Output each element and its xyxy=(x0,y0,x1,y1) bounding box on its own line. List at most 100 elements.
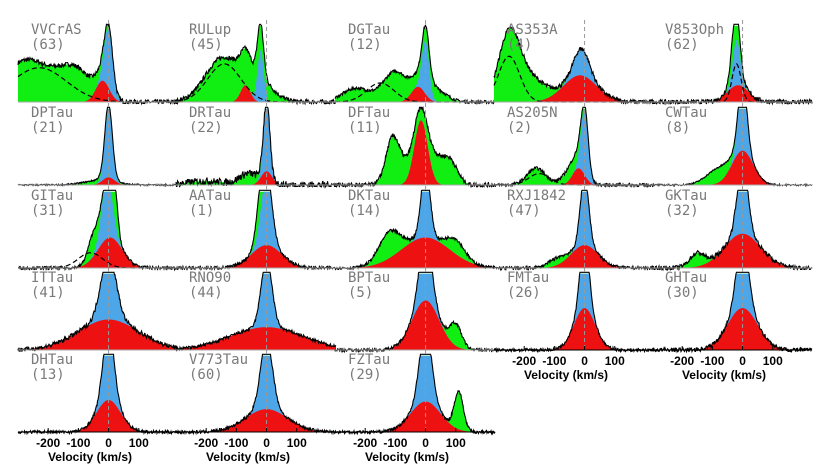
star-name: AS205N xyxy=(507,105,558,121)
star-name: CWTau xyxy=(665,105,707,121)
red-component xyxy=(494,245,654,268)
star-name: VVCrAS xyxy=(31,22,82,38)
panel-BPTau: BPTau(5) xyxy=(334,268,496,354)
x-tick-label: -200 xyxy=(194,436,218,450)
star-name: FMTau xyxy=(507,270,549,286)
star-index: (60) xyxy=(189,367,223,383)
x-tick-label: -100 xyxy=(700,354,724,368)
star-name: BPTau xyxy=(348,270,390,286)
observed-spectrum xyxy=(17,271,179,352)
blue-component xyxy=(652,273,812,350)
panel-DRTau: DRTau(22) xyxy=(175,103,337,189)
star-index: (13) xyxy=(31,367,65,383)
green-component xyxy=(335,25,495,102)
panel-GITau: GITau(31) xyxy=(18,186,179,272)
x-tick-label: -100 xyxy=(66,436,90,450)
star-index: (5) xyxy=(348,285,373,301)
star-index: (45) xyxy=(189,37,223,53)
red-component xyxy=(176,409,336,432)
observed-spectrum xyxy=(334,189,496,271)
green-component xyxy=(18,191,178,268)
panel-ITTau: ITTau(41) xyxy=(17,268,179,352)
star-index: (32) xyxy=(665,203,699,219)
star-index: (2) xyxy=(507,120,532,136)
green-component xyxy=(176,25,336,102)
red-component xyxy=(18,400,178,432)
x-tick-label: 0 xyxy=(263,436,270,450)
x-tick-label: 0 xyxy=(105,436,112,450)
star-name: GITau xyxy=(31,188,73,204)
star-name: DFTau xyxy=(348,105,390,121)
x-axis-label: Velocity (km/s) xyxy=(524,368,608,382)
observed-spectrum xyxy=(493,106,655,189)
observed-spectrum xyxy=(175,23,337,106)
observed-spectrum xyxy=(651,189,813,272)
panel-GKTau: GKTau(32) xyxy=(651,186,813,272)
star-index: (4) xyxy=(507,37,532,53)
star-name: DKTau xyxy=(348,188,390,204)
x-axis-label: Velocity (km/s) xyxy=(206,450,290,464)
star-index: (12) xyxy=(348,37,382,53)
star-index: (29) xyxy=(348,367,382,383)
panel-VVCrAS: VVCrAS(63) xyxy=(17,20,179,106)
red-component xyxy=(18,177,178,185)
panel-AS353A: AS353A(4) xyxy=(493,20,655,105)
star-index: (8) xyxy=(665,120,690,136)
star-name: FZTau xyxy=(348,352,390,368)
star-index: (62) xyxy=(665,37,699,53)
observed-spectrum xyxy=(651,23,813,106)
star-index: (47) xyxy=(507,203,541,219)
observed-spectrum xyxy=(17,353,179,436)
red-component xyxy=(335,120,495,185)
star-name: RNO90 xyxy=(189,270,231,286)
x-tick-label: -200 xyxy=(36,436,60,450)
x-tick-label: -100 xyxy=(542,354,566,368)
x-tick-label: 100 xyxy=(129,436,149,450)
star-name: ITTau xyxy=(31,270,73,286)
star-name: AATau xyxy=(189,188,231,204)
panel-RULup: RULup(45) xyxy=(175,20,337,106)
observed-spectrum xyxy=(18,189,179,272)
panel-RXJ1842: RXJ1842(47) xyxy=(493,186,655,272)
star-index: (1) xyxy=(189,203,214,219)
star-name: DRTau xyxy=(189,105,231,121)
green-component xyxy=(335,191,495,268)
x-tick-label: -200 xyxy=(670,354,694,368)
red-component xyxy=(494,75,654,102)
star-name: DPTau xyxy=(31,105,73,121)
blue-component xyxy=(176,50,336,102)
red-component xyxy=(18,237,178,268)
star-name: GHTau xyxy=(665,270,707,286)
x-axis-label: Velocity (km/s) xyxy=(365,450,449,464)
red-component xyxy=(18,319,178,350)
star-name: AS353A xyxy=(507,22,558,38)
x-tick-label: -100 xyxy=(224,436,248,450)
red-component xyxy=(652,85,812,102)
panel-DPTau: DPTau(21) xyxy=(17,103,179,188)
star-index: (26) xyxy=(507,285,541,301)
star-name: DGTau xyxy=(348,22,390,38)
red-component xyxy=(494,308,654,350)
star-name: V853Oph xyxy=(665,22,724,38)
observed-spectrum xyxy=(175,353,337,436)
star-name: RULup xyxy=(189,22,231,38)
star-name: V773Tau xyxy=(189,352,248,368)
observed-spectrum xyxy=(175,271,337,352)
x-tick-label: -100 xyxy=(383,436,407,450)
green-component xyxy=(18,25,178,102)
star-index: (22) xyxy=(189,120,223,136)
star-name: DHTau xyxy=(31,352,73,368)
green-component xyxy=(176,191,336,268)
blue-component xyxy=(18,273,178,350)
panel-AATau: AATau(1) xyxy=(175,186,337,272)
x-tick-label: 100 xyxy=(763,354,783,368)
blue-component xyxy=(494,48,654,102)
blue-component xyxy=(335,273,495,350)
